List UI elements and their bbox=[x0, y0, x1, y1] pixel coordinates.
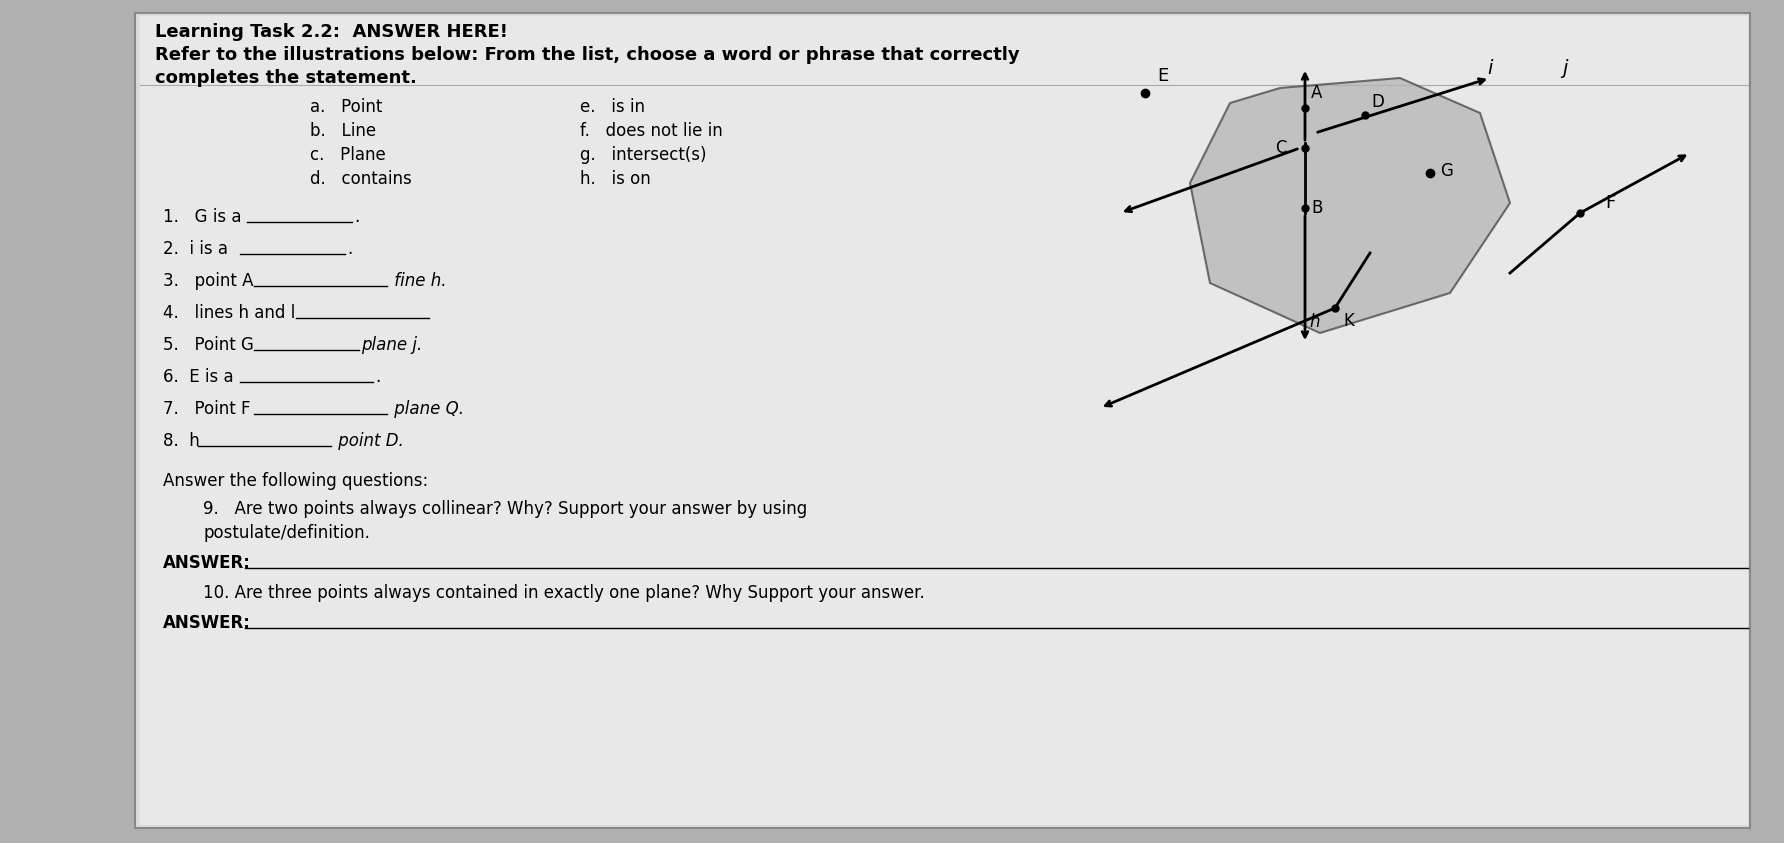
Text: b.   Line: b. Line bbox=[310, 122, 376, 140]
Text: E: E bbox=[1158, 67, 1169, 85]
Text: Refer to the illustrations below: From the list, choose a word or phrase that co: Refer to the illustrations below: From t… bbox=[155, 46, 1020, 64]
Text: j: j bbox=[1563, 59, 1568, 78]
FancyBboxPatch shape bbox=[136, 13, 1750, 828]
Text: 10. Are three points always contained in exactly one plane? Why Support your ans: 10. Are three points always contained in… bbox=[203, 584, 924, 602]
Text: 6.  E is a: 6. E is a bbox=[162, 368, 239, 386]
Text: 9.   Are two points always collinear? Why? Support your answer by using: 9. Are two points always collinear? Why?… bbox=[203, 500, 806, 518]
FancyBboxPatch shape bbox=[139, 16, 1748, 825]
Text: h.   is on: h. is on bbox=[580, 170, 651, 188]
Text: ANSWER:: ANSWER: bbox=[162, 554, 252, 572]
Text: Answer the following questions:: Answer the following questions: bbox=[162, 472, 428, 490]
Text: plane Q.: plane Q. bbox=[389, 400, 464, 418]
Text: F: F bbox=[1606, 194, 1615, 212]
Text: g.   intersect(s): g. intersect(s) bbox=[580, 146, 706, 164]
Text: point D.: point D. bbox=[334, 432, 403, 450]
Text: plane j.: plane j. bbox=[360, 336, 423, 354]
Text: 5.   Point G: 5. Point G bbox=[162, 336, 259, 354]
Text: .: . bbox=[348, 240, 351, 258]
Text: 7.   Point F: 7. Point F bbox=[162, 400, 255, 418]
Polygon shape bbox=[1190, 78, 1509, 333]
Text: 1.   G is a: 1. G is a bbox=[162, 208, 246, 226]
Text: K: K bbox=[1343, 312, 1354, 330]
Text: h: h bbox=[1309, 313, 1320, 331]
Text: fine h.: fine h. bbox=[389, 272, 446, 290]
Text: G: G bbox=[1440, 162, 1452, 180]
Text: d.   contains: d. contains bbox=[310, 170, 412, 188]
Text: completes the statement.: completes the statement. bbox=[155, 69, 417, 87]
Text: C: C bbox=[1276, 139, 1286, 157]
Text: e.   is in: e. is in bbox=[580, 98, 646, 116]
Text: D: D bbox=[1370, 93, 1384, 111]
Text: .: . bbox=[375, 368, 380, 386]
Text: 2.  i is a: 2. i is a bbox=[162, 240, 234, 258]
Text: f.   does not lie in: f. does not lie in bbox=[580, 122, 723, 140]
Text: .: . bbox=[353, 208, 359, 226]
Text: Learning Task 2.2:  ANSWER HERE!: Learning Task 2.2: ANSWER HERE! bbox=[155, 23, 508, 41]
Text: c.   Plane: c. Plane bbox=[310, 146, 385, 164]
Text: 8.  h: 8. h bbox=[162, 432, 200, 450]
Text: a.   Point: a. Point bbox=[310, 98, 382, 116]
Text: 3.   point A: 3. point A bbox=[162, 272, 259, 290]
Text: 4.   lines h and l: 4. lines h and l bbox=[162, 304, 300, 322]
Text: postulate/definition.: postulate/definition. bbox=[203, 524, 369, 542]
Text: A: A bbox=[1311, 84, 1322, 102]
Text: i: i bbox=[1488, 59, 1493, 78]
Text: ANSWER:: ANSWER: bbox=[162, 614, 252, 632]
Text: B: B bbox=[1311, 199, 1322, 217]
